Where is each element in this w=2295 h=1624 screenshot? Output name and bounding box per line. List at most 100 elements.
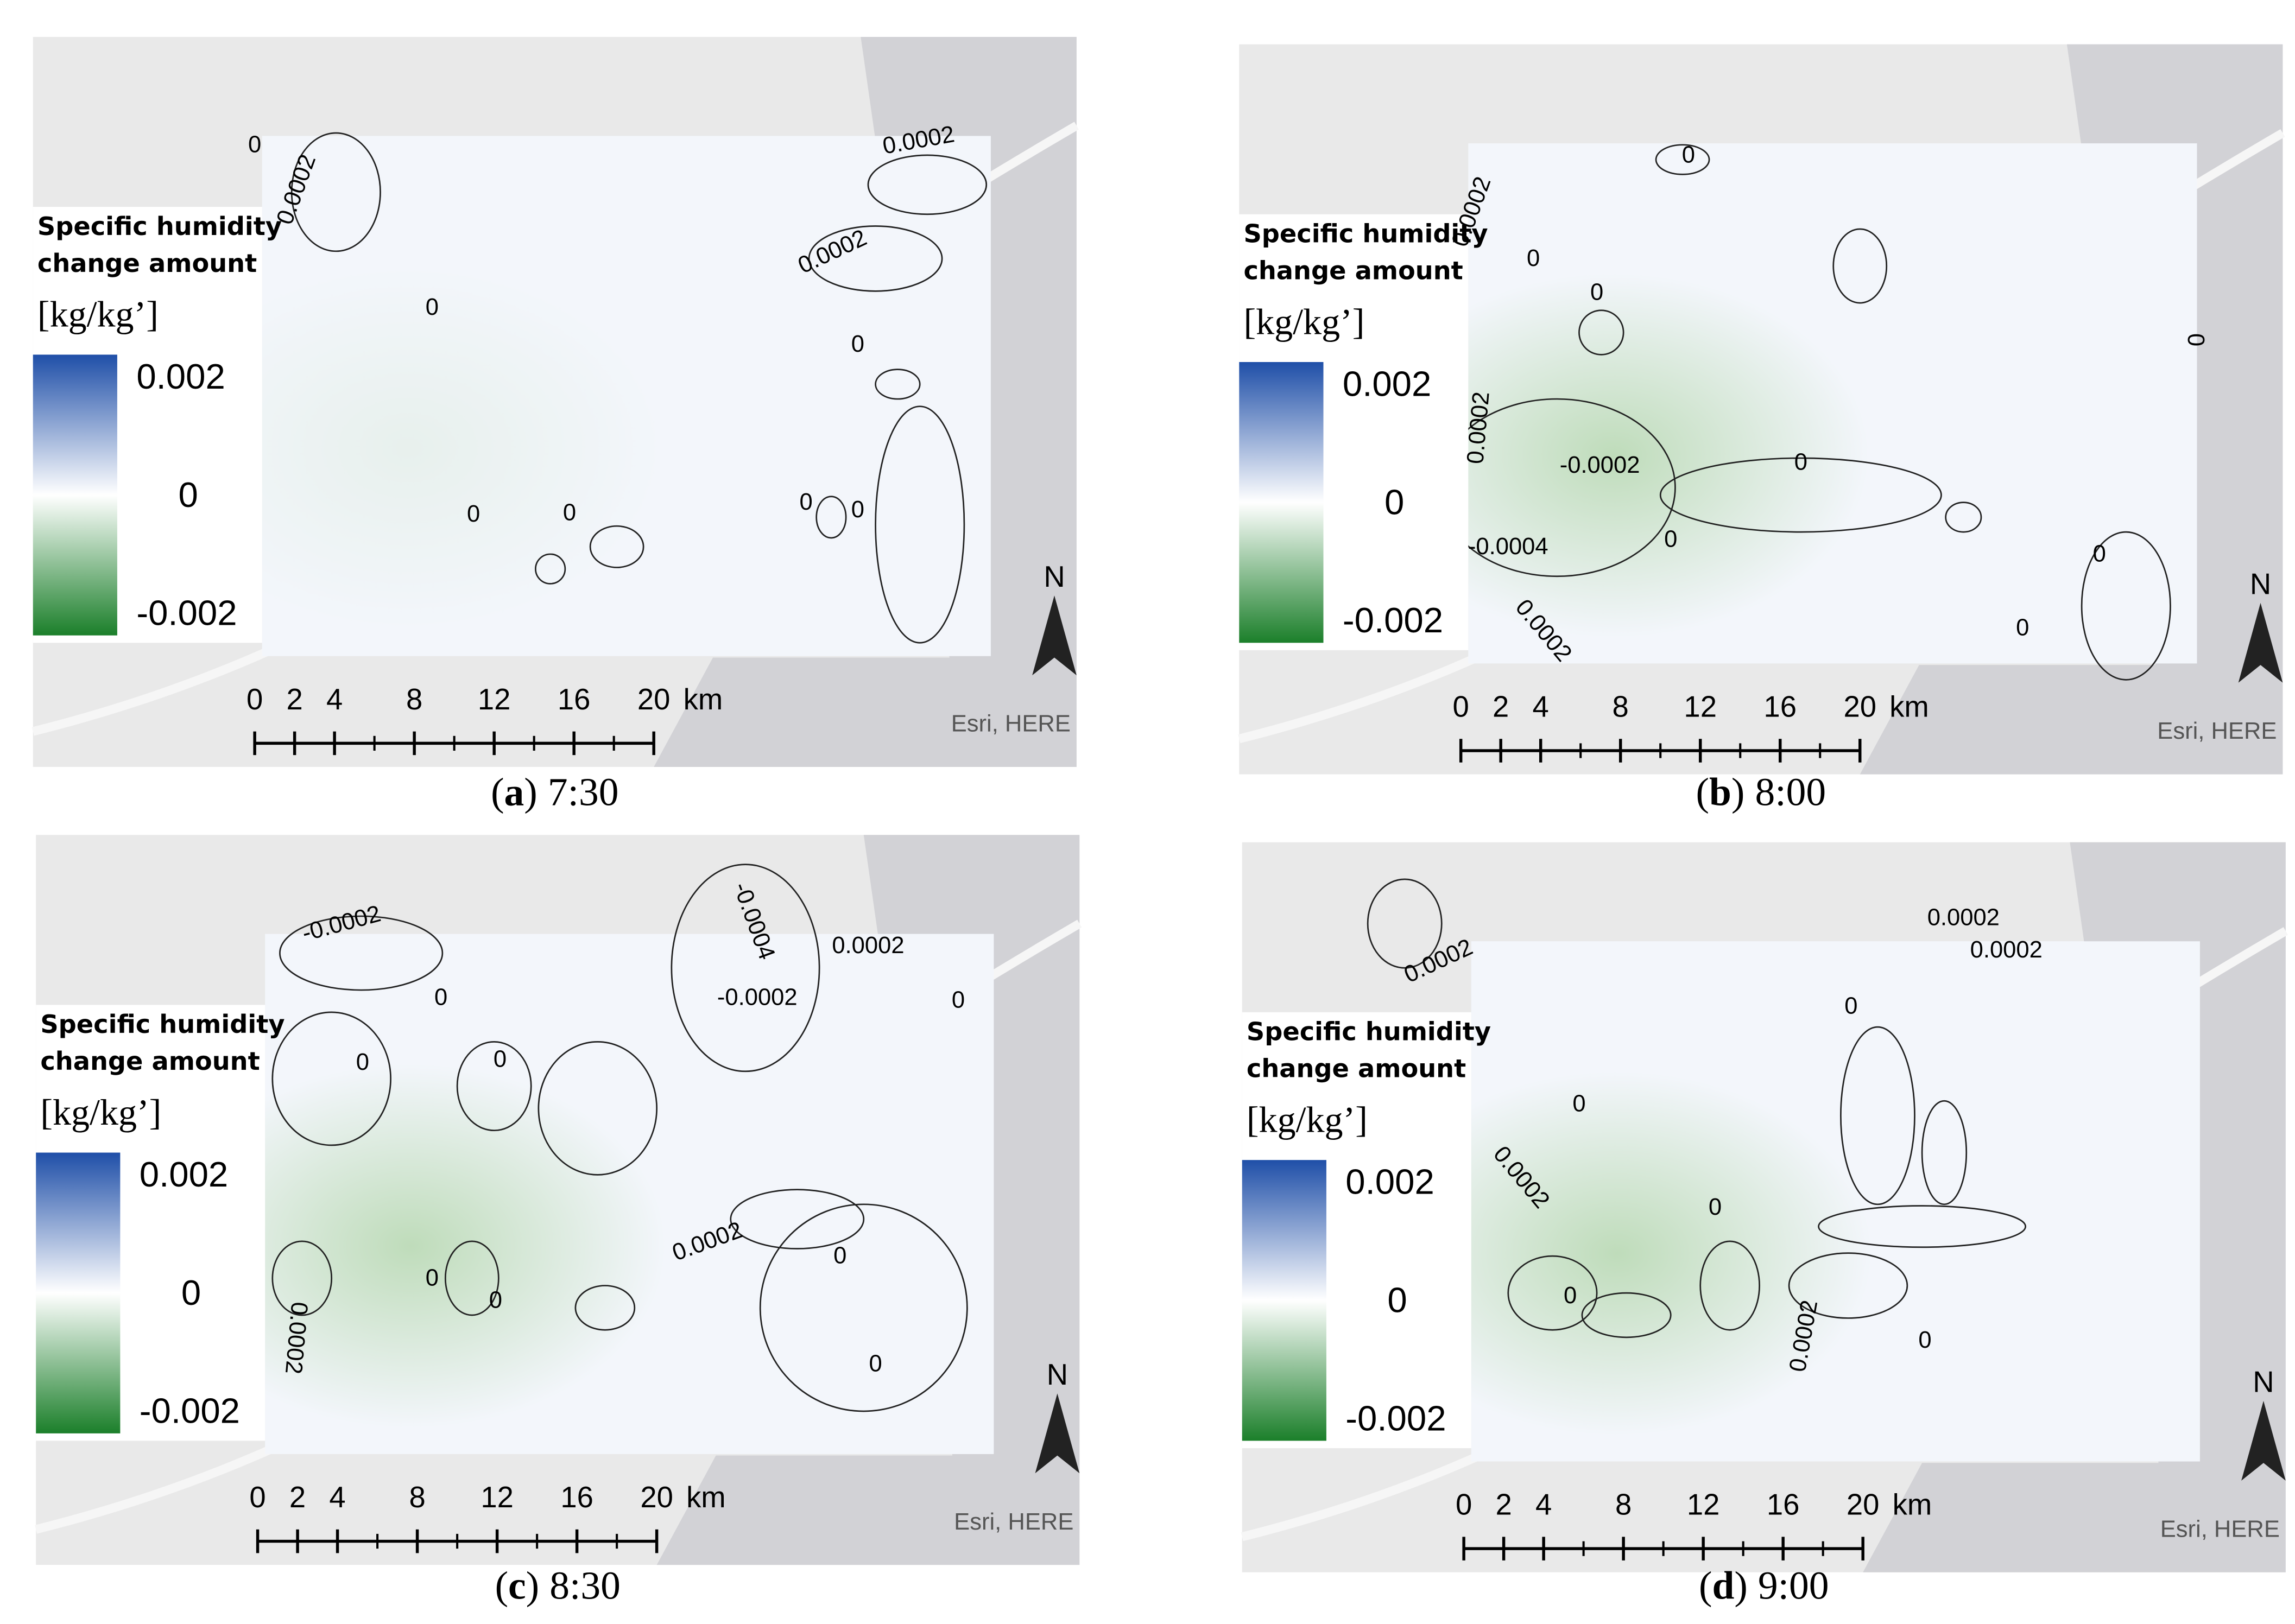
contour-line: [1367, 878, 1443, 969]
scale-tick-label: 12: [478, 683, 511, 716]
caption-time: 8:30: [549, 1564, 621, 1608]
contour-line: [538, 1041, 657, 1176]
contour-line: [535, 553, 566, 585]
scale-tick-label: 20: [640, 1481, 673, 1514]
data-tint: [262, 136, 991, 656]
legend-title: Specific humidity: [40, 1010, 284, 1039]
caption-letter: b: [1709, 770, 1731, 814]
scale-tick-label: 0: [1456, 1488, 1472, 1521]
scale-tick-label: 4: [329, 1481, 345, 1514]
contour-label: 0: [426, 1265, 439, 1291]
contour-label: 0: [494, 1046, 507, 1073]
legend-title: change amount: [37, 249, 257, 278]
legend-unit: [kg/kg’]: [40, 1092, 161, 1133]
contour-line: [671, 864, 820, 1073]
scale-tick-label: 8: [409, 1481, 425, 1514]
attribution: Esri, HERE: [954, 1509, 1073, 1535]
scale-tick-label: 8: [1615, 1488, 1632, 1521]
color-bar: [1242, 1160, 1326, 1441]
contour-line: [271, 1240, 333, 1316]
caption: (d) 9:00: [1699, 1564, 1829, 1608]
map-panel: Specific humidity change amount [kg/kg’] 0.…: [35, 835, 1082, 1565]
caption-close: ): [1731, 770, 1744, 814]
north-label: N: [1047, 1358, 1068, 1391]
caption-open: (: [491, 770, 504, 814]
contour-line: [2081, 531, 2171, 681]
contour-line: [730, 1189, 865, 1249]
contour-label: 0: [489, 1287, 502, 1313]
scale-tick-label: 16: [558, 683, 591, 716]
contour-label: 0: [1844, 993, 1857, 1019]
caption-open: (: [1696, 770, 1709, 814]
caption: (a) 7:30: [491, 770, 618, 814]
north-label: N: [2250, 567, 2271, 600]
legend-tick-label: 0: [1387, 1280, 1407, 1320]
contour-label: -0.0002: [717, 984, 798, 1010]
caption-time: 7:30: [548, 770, 619, 814]
contour-label: 0: [2016, 615, 2029, 641]
scale-tick-label: 12: [1684, 690, 1717, 723]
north-label: N: [2253, 1366, 2274, 1399]
contour-label: 0: [1794, 449, 1807, 475]
legend-unit: [kg/kg’]: [37, 294, 159, 335]
legend-tick-label: 0.002: [136, 357, 225, 396]
contour-label: 0: [467, 501, 480, 527]
data-tint: [1471, 941, 2200, 1462]
scale-tick-label: 16: [1763, 690, 1797, 723]
caption-open: (: [1699, 1564, 1712, 1608]
legend-tick-label: 0.002: [140, 1154, 228, 1194]
legend-title: Specific humidity: [1247, 1017, 1491, 1046]
caption-close: ): [1734, 1564, 1747, 1608]
scale-tick-label: 2: [289, 1481, 306, 1514]
contour-line: [279, 915, 444, 991]
scale-tick-label: 4: [326, 683, 343, 716]
scale-tick-label: 20: [1847, 1488, 1880, 1521]
color-bar: [1239, 362, 1324, 643]
legend-unit: [kg/kg’]: [1247, 1099, 1368, 1140]
contour-label: 0: [851, 331, 864, 357]
caption-close: ): [526, 1564, 539, 1608]
caption-close: ): [524, 770, 537, 814]
scale-tick-label: 4: [1533, 690, 1549, 723]
contour-line: [1921, 1100, 1968, 1206]
legend-tick-label: 0: [1384, 482, 1404, 522]
contour-label: 0: [851, 497, 864, 523]
scale-tick-label: 0: [246, 683, 263, 716]
data-tint: [265, 934, 994, 1454]
caption-letter: c: [508, 1564, 526, 1608]
contour-label: 0: [799, 489, 812, 515]
contour-label: 0.0002: [1927, 904, 2000, 930]
contour-line: [444, 1240, 500, 1316]
scale-tick-label: 2: [1495, 1488, 1512, 1521]
scale-tick-label: 12: [481, 1481, 514, 1514]
contour-label: 0: [869, 1350, 882, 1376]
contour-line: [759, 1203, 968, 1412]
north-arrow: [1035, 1393, 1080, 1474]
contour-line: [815, 496, 847, 539]
contour-label: 0.0002: [832, 932, 904, 959]
legend-title: Specific humidity: [1243, 219, 1488, 248]
legend-tick-label: 0.002: [1345, 1162, 1434, 1202]
scale-unit: km: [1893, 1488, 1932, 1521]
contour-label: 0: [1664, 526, 1677, 552]
legend-tick-label: -0.002: [1345, 1398, 1446, 1438]
scale-tick-label: 2: [1493, 690, 1509, 723]
legend-tick-label: -0.002: [1343, 600, 1443, 640]
contour-line: [1578, 309, 1624, 356]
contour-label: 0: [1590, 280, 1603, 306]
contour-label: 0: [434, 984, 447, 1010]
caption-time: 9:00: [1758, 1564, 1829, 1608]
map-panel: Specific humidity change amount [kg/kg’] 0.…: [1241, 842, 2288, 1572]
contour-line: [875, 405, 965, 644]
legend-tick-label: 0: [181, 1273, 201, 1312]
scale-unit: km: [684, 683, 723, 716]
attribution: Esri, HERE: [951, 711, 1071, 737]
data-tint: [1468, 143, 2197, 664]
contour-line: [1788, 1252, 1908, 1319]
contour-label: 0: [952, 987, 965, 1013]
contour-label: 0.0002: [280, 1301, 312, 1375]
contour-label: 0: [356, 1049, 369, 1075]
legend-tick-label: 0: [178, 475, 198, 515]
contour-line: [574, 1285, 636, 1331]
